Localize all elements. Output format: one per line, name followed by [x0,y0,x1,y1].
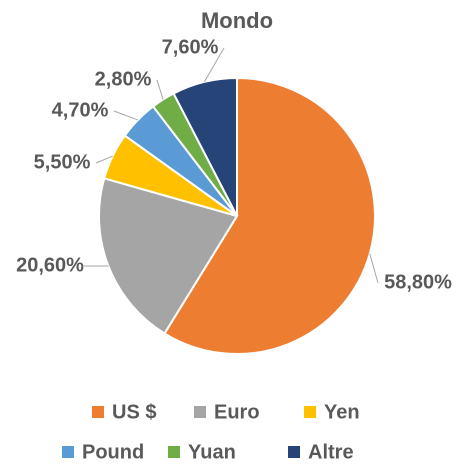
legend-swatch [304,406,316,418]
pie-slice [163,76,376,355]
legend-swatch [288,446,300,458]
legend-swatch [194,406,206,418]
pie-slice [172,76,238,217]
data-label: 2,80% [95,68,152,90]
legend-swatch [168,446,180,458]
leader-line [369,253,379,284]
legend-label: Yen [324,401,360,423]
legend-swatch [92,406,104,418]
data-label: 20,60% [16,254,84,276]
legend-label: Altre [308,441,354,463]
legend-label: Euro [214,401,260,423]
leader-line [156,79,164,100]
data-label: 5,50% [34,151,91,173]
legend-label: US $ [112,401,156,423]
leader-line [113,110,139,121]
data-label: 7,60% [162,36,219,58]
legend-swatch [62,446,74,458]
legend-label: Pound [82,441,144,463]
chart-title: Mondo [201,8,273,33]
leader-line [95,155,113,164]
legend-label: Yuan [188,441,236,463]
data-label: 4,70% [52,99,109,121]
pie-slice [98,177,239,335]
data-label: 58,80% [384,271,452,293]
leader-line [203,47,225,83]
